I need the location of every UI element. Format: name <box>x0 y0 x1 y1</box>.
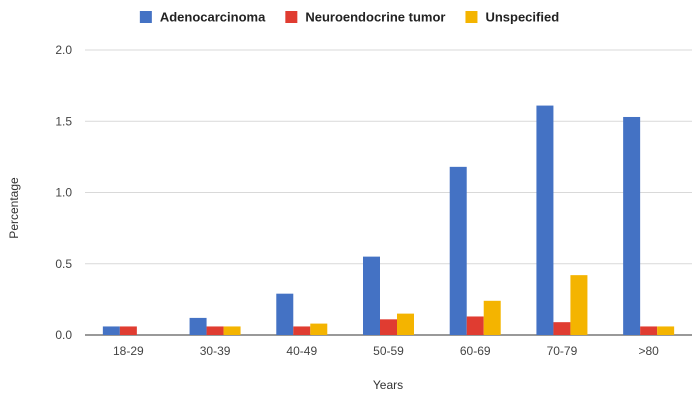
legend-label: Adenocarcinoma <box>160 10 266 25</box>
y-axis-label: Percentage <box>7 177 21 239</box>
legend: Adenocarcinoma Neuroendocrine tumor Unspec… <box>139 10 559 25</box>
bar-adenocarcinoma-5 <box>536 105 554 335</box>
x-tick-label: 18-29 <box>113 344 144 358</box>
bar-neuroendocrine-tumor-5 <box>553 322 571 335</box>
bar-neuroendocrine-tumor-2 <box>293 326 311 335</box>
x-tick-label: 70-79 <box>547 344 578 358</box>
legend-swatch <box>285 11 298 23</box>
x-axis-ticks: 18-29 30-39 40-49 50-59 60-69 70-79 >80 <box>113 344 659 358</box>
legend-swatch <box>465 11 478 23</box>
legend-swatch <box>139 11 152 23</box>
bar-neuroendocrine-tumor-3 <box>380 319 397 335</box>
bar-adenocarcinoma-3 <box>363 256 380 335</box>
bar-unspecified-3 <box>397 313 414 335</box>
y-tick-label: 0.5 <box>55 257 72 271</box>
x-tick-label: >80 <box>638 344 659 358</box>
legend-item: Adenocarcinoma <box>139 10 266 25</box>
bar-unspecified-1 <box>223 326 241 335</box>
x-axis-label: Years <box>373 378 403 392</box>
bar-neuroendocrine-tumor-1 <box>206 326 224 335</box>
y-tick-label: 0.0 <box>55 328 72 342</box>
x-tick-label: 50-59 <box>373 344 404 358</box>
bar-unspecified-6 <box>657 326 675 335</box>
bar-unspecified-4 <box>483 300 501 335</box>
y-tick-label: 1.0 <box>55 186 72 200</box>
bars <box>102 105 675 335</box>
legend-label: Unspecified <box>485 10 559 25</box>
bar-adenocarcinoma-1 <box>189 317 207 335</box>
y-tick-label: 1.5 <box>55 114 72 128</box>
bar-adenocarcinoma-6 <box>623 116 641 335</box>
grid <box>85 49 692 336</box>
legend-label: Neuroendocrine tumor <box>305 10 445 25</box>
legend-item: Unspecified <box>465 10 559 25</box>
bar-adenocarcinoma-0 <box>102 326 120 335</box>
x-tick-label: 60-69 <box>460 344 491 358</box>
bar-unspecified-5 <box>570 275 588 335</box>
bar-neuroendocrine-tumor-4 <box>466 316 484 335</box>
bar-neuroendocrine-tumor-0 <box>119 326 137 335</box>
x-tick-label: 40-49 <box>286 344 317 358</box>
bar-adenocarcinoma-2 <box>276 293 294 335</box>
bar-neuroendocrine-tumor-6 <box>640 326 658 335</box>
bar-unspecified-2 <box>310 323 328 335</box>
y-tick-label: 2.0 <box>55 43 72 57</box>
bar-adenocarcinoma-4 <box>449 166 467 335</box>
y-axis-ticks: 0.0 0.5 1.0 1.5 2.0 <box>55 43 72 342</box>
x-tick-label: 30-39 <box>200 344 231 358</box>
legend-item: Neuroendocrine tumor <box>285 10 445 25</box>
